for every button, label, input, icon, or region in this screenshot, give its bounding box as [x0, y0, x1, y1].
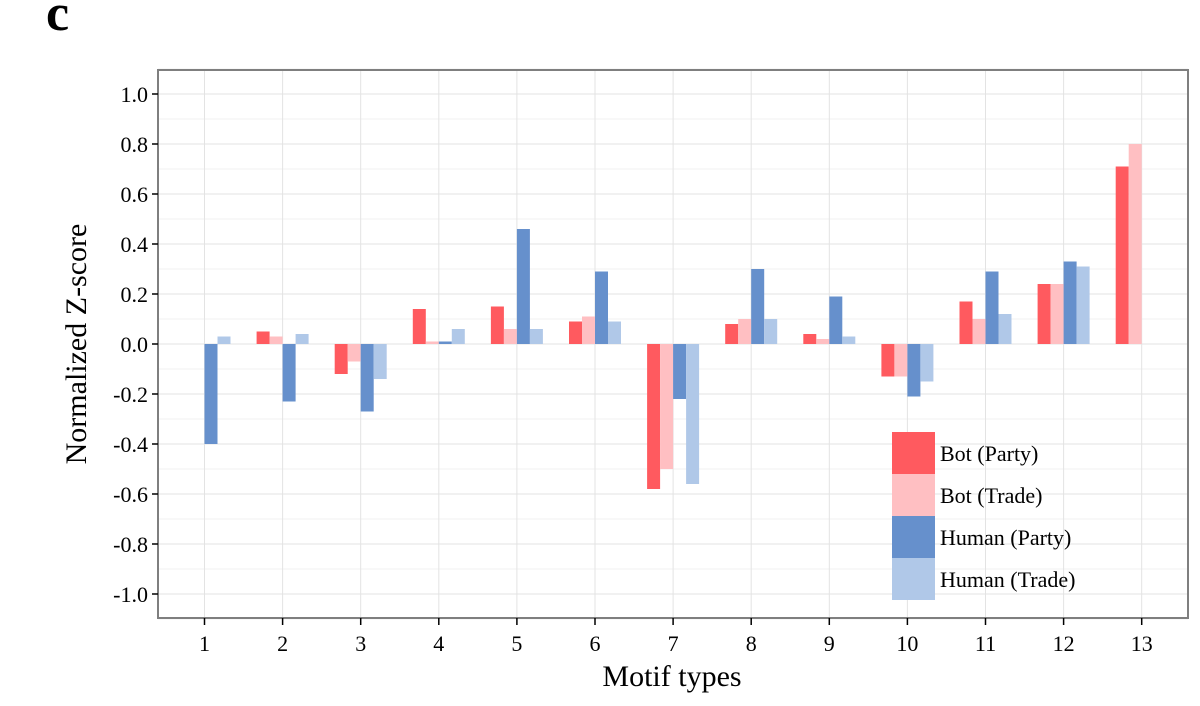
y-tick-label: 0.2	[121, 282, 149, 307]
bar	[204, 344, 218, 444]
bar	[217, 336, 231, 344]
bar	[1128, 144, 1142, 344]
y-tick-label: 0.4	[121, 232, 149, 257]
bar	[516, 229, 530, 344]
bar	[425, 341, 439, 344]
bar	[725, 324, 739, 344]
x-tick-label: 10	[896, 631, 918, 656]
bar	[894, 344, 908, 377]
x-tick-label: 5	[511, 631, 522, 656]
x-tick-label: 11	[975, 631, 996, 656]
bar	[907, 344, 921, 397]
x-tick-label: 2	[277, 631, 288, 656]
bar	[647, 344, 661, 489]
bar	[1076, 266, 1090, 344]
x-tick-label: 7	[668, 631, 679, 656]
bar	[373, 344, 387, 379]
bar	[412, 309, 426, 344]
legend-label: Human (Trade)	[940, 567, 1075, 592]
bar	[998, 314, 1012, 344]
bar	[972, 319, 986, 344]
x-tick-label: 13	[1131, 631, 1153, 656]
bar	[438, 341, 452, 344]
y-tick-label: 1.0	[121, 82, 149, 107]
bar	[451, 329, 465, 344]
x-tick-label: 8	[746, 631, 757, 656]
bar	[673, 344, 687, 399]
bar	[269, 336, 283, 344]
legend-key	[892, 558, 935, 600]
bar	[347, 344, 361, 362]
bar	[920, 344, 934, 382]
bar	[569, 321, 582, 344]
bar	[595, 271, 608, 344]
bar	[1115, 166, 1129, 344]
axes: 1.00.80.60.40.20.0-0.2-0.4-0.6-0.8-1.01 2…	[113, 82, 1153, 656]
panel-label: c	[46, 0, 70, 42]
y-tick-label: -0.4	[113, 432, 148, 457]
bar	[829, 296, 843, 344]
legend-label: Bot (Trade)	[940, 483, 1042, 508]
y-tick-label: -1.0	[113, 582, 148, 607]
legend-key	[892, 432, 935, 474]
y-tick-label: 0.0	[121, 332, 149, 357]
bar	[256, 331, 270, 344]
bar	[360, 344, 374, 412]
legend-label: Human (Party)	[940, 525, 1071, 550]
bar	[881, 344, 895, 377]
x-tick-label: 6	[590, 631, 601, 656]
y-tick-label: 0.8	[121, 132, 149, 157]
bar	[660, 344, 674, 469]
y-tick-label: -0.8	[113, 532, 148, 557]
bar	[529, 329, 543, 344]
bars	[204, 144, 1142, 489]
bar	[842, 336, 856, 344]
bar	[985, 271, 999, 344]
y-axis-title: Normalized Z-score	[60, 224, 93, 465]
bar	[686, 344, 700, 484]
bar	[738, 319, 752, 344]
legend-key	[892, 474, 935, 516]
y-tick-label: 0.6	[121, 182, 149, 207]
bar	[582, 316, 595, 344]
bar	[282, 344, 296, 402]
y-tick-label: -0.6	[113, 482, 148, 507]
x-tick-label: 4	[433, 631, 444, 656]
bar	[1050, 284, 1064, 344]
bar	[959, 301, 973, 344]
x-tick-label: 1	[199, 631, 210, 656]
bar	[1063, 261, 1077, 344]
x-tick-label: 3	[355, 631, 366, 656]
bar	[803, 334, 817, 344]
bar	[751, 269, 765, 344]
bar	[608, 321, 621, 344]
bar	[764, 319, 778, 344]
legend-label: Bot (Party)	[940, 441, 1038, 466]
x-tick-label: 9	[824, 631, 835, 656]
bar	[816, 339, 830, 344]
bar	[334, 344, 348, 374]
x-tick-label: 12	[1053, 631, 1075, 656]
bar	[295, 334, 309, 344]
y-tick-label: -0.2	[113, 382, 148, 407]
x-axis-title: Motif types	[602, 660, 741, 693]
legend-key	[892, 516, 935, 558]
bar	[1037, 284, 1051, 344]
legend: Bot (Party) Bot (Trade) Human (Party) Human…	[892, 432, 1075, 600]
bar	[490, 306, 504, 344]
bar	[503, 329, 517, 344]
